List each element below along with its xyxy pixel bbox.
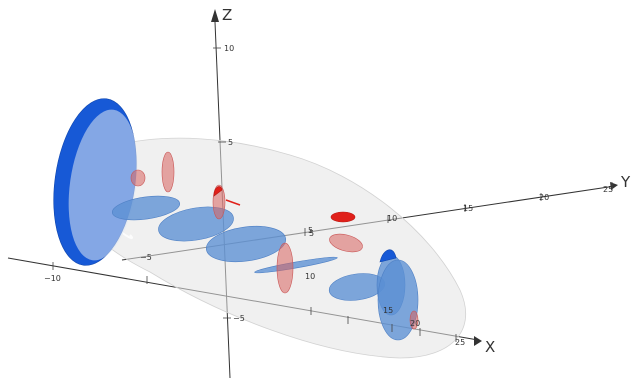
blue-disc-2 — [158, 206, 234, 242]
y-tick-label-10: 10 — [387, 214, 397, 223]
blue-discs — [111, 195, 419, 341]
x-tick-label-m10: −10 — [44, 274, 61, 283]
z-axis-arrow — [211, 9, 219, 22]
red-discs — [130, 151, 419, 330]
red-sliver — [225, 199, 241, 206]
x-tick-label-20: 20 — [410, 319, 420, 328]
z-tick-label-m5: −5 — [233, 314, 245, 323]
z-axis-label: Z — [222, 6, 232, 24]
blue-disc-3 — [206, 225, 286, 263]
axis-names: Z X Y — [222, 6, 631, 356]
x-axis-label: X — [485, 338, 495, 356]
y-tick-label-20: 20 — [539, 193, 549, 202]
x-tick-label-15: 15 — [383, 306, 393, 315]
red-disc-6 — [409, 310, 419, 330]
blue-end-cap-inner — [68, 109, 138, 261]
y-tick-label-15: 15 — [463, 204, 473, 213]
red-small-cap-2 — [330, 211, 356, 223]
red-small-cap-1 — [213, 186, 223, 197]
ticks — [52, 47, 613, 342]
y-tick-label-25: 25 — [603, 185, 613, 194]
red-disc-2 — [161, 151, 175, 193]
tick-labels: −10 −5 5 10 15 20 25 5 10 15 20 25 10 5 … — [44, 44, 613, 347]
red-disc-5 — [329, 233, 363, 253]
x-tick-label-25: 25 — [455, 338, 465, 347]
x-tick-label-m5: −5 — [140, 253, 152, 262]
y-axis-label: Y — [620, 173, 631, 191]
y-tick-label-5: 5 — [309, 229, 314, 238]
blue-small-cap — [379, 249, 397, 263]
red-disc-4 — [276, 242, 294, 294]
blue-disc-4 — [254, 256, 338, 274]
x-tick-label-10: 10 — [305, 272, 315, 281]
z-tick-label-10: 10 — [224, 44, 234, 53]
blue-disc-1 — [111, 195, 181, 221]
x-axis-arrow — [474, 336, 482, 346]
x-tick-label-5: 5 — [308, 226, 313, 235]
red-disc-1 — [130, 169, 146, 187]
z-tick-label-5: 5 — [228, 138, 233, 147]
blue-disc-7 — [377, 259, 419, 341]
